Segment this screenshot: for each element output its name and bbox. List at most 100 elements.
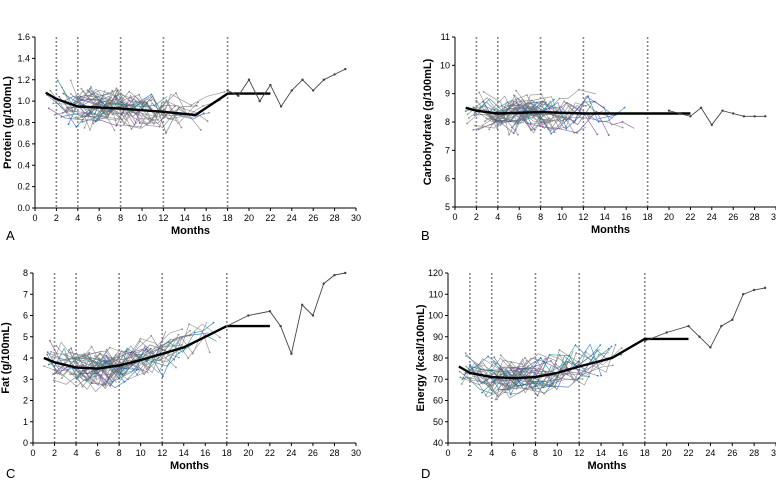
individual-point (561, 373, 564, 376)
individual-point (585, 351, 587, 353)
individual-point (145, 360, 148, 363)
individual-point (75, 116, 77, 119)
individual-point (57, 365, 60, 367)
mean-trend-line (458, 337, 689, 380)
individual-trace (43, 365, 117, 387)
individual-point (49, 339, 51, 342)
mean-trend-line (45, 91, 271, 117)
individual-point (460, 383, 463, 385)
panel-letter: B (421, 228, 430, 243)
chart-panel-d: 0246810121416182022242628304050607080901… (415, 268, 776, 481)
individual-trace (478, 92, 604, 131)
x-tick-label: 6 (517, 212, 522, 222)
individual-point (212, 321, 215, 324)
individual-point (494, 398, 497, 401)
panel-letter: C (6, 466, 15, 481)
individual-trace (81, 94, 163, 126)
individual-trace (483, 91, 565, 136)
individual-point (69, 373, 72, 376)
individual-point (134, 354, 136, 356)
individual-point (69, 79, 72, 82)
individual-point (175, 92, 177, 94)
individual-point (141, 370, 144, 373)
x-tick-label: 28 (749, 448, 759, 458)
long-follow-up-point (720, 324, 723, 328)
individual-point (522, 383, 524, 385)
individual-point (88, 371, 90, 374)
individual-point (564, 373, 567, 375)
individual-point (81, 385, 84, 388)
individual-point (80, 87, 83, 90)
individual-point (494, 118, 496, 121)
individual-point (555, 360, 558, 362)
x-tick-label: 10 (136, 448, 146, 458)
individual-point (51, 355, 54, 358)
x-tick-label: 10 (557, 212, 567, 222)
y-tick-label: 80 (433, 353, 443, 363)
individual-point (164, 349, 167, 352)
individual-point (596, 133, 599, 136)
x-tick-label: 22 (685, 212, 695, 222)
x-tick-label: 4 (489, 448, 494, 458)
individual-point (608, 347, 610, 350)
long-follow-up-point (322, 282, 325, 285)
individual-point (515, 89, 517, 92)
individual-trace (49, 94, 93, 128)
individual-point (499, 366, 502, 368)
x-tick-label: 28 (750, 212, 760, 222)
individual-point (54, 372, 57, 374)
individual-point (115, 87, 118, 90)
individual-trace (517, 95, 616, 135)
y-tick-label: 0.2 (17, 182, 30, 192)
individual-point (487, 355, 489, 358)
x-tick-label: 12 (158, 213, 168, 223)
long-follow-up-point (225, 324, 228, 328)
x-tick-label: 20 (244, 213, 254, 223)
individual-point (158, 125, 161, 128)
individual-point (575, 352, 578, 354)
individual-point (517, 133, 519, 136)
individual-point (138, 353, 141, 356)
x-tick-label: 20 (662, 448, 672, 458)
y-tick-label: 8 (445, 117, 450, 127)
individual-point (574, 344, 577, 346)
individual-point (114, 119, 117, 122)
individual-point (517, 367, 520, 369)
long-follow-up-point (312, 89, 315, 92)
individual-point (458, 370, 461, 373)
x-tick-label: 22 (684, 448, 694, 458)
individual-point (581, 373, 584, 376)
long-follow-up-point (333, 73, 336, 76)
individual-point (197, 101, 199, 104)
individual-point (47, 363, 50, 366)
individual-point (508, 373, 511, 376)
individual-point (161, 375, 164, 378)
individual-point (50, 350, 52, 353)
individual-point (488, 383, 491, 386)
x-tick-label: 24 (705, 448, 715, 458)
x-tick-label: 0 (445, 448, 450, 458)
individual-point (621, 126, 624, 129)
individual-point (484, 120, 486, 123)
individual-point (88, 351, 91, 354)
individual-point (77, 356, 80, 359)
individual-point (47, 107, 50, 110)
individual-point (145, 368, 148, 371)
individual-point (106, 355, 108, 358)
individual-point (104, 361, 106, 364)
individual-point (123, 380, 126, 383)
individual-point (490, 392, 493, 395)
individual-point (46, 351, 49, 354)
long-follow-up-point (710, 123, 713, 127)
long-follow-up-point (344, 271, 347, 275)
individual-point (469, 363, 471, 366)
individual-point (494, 373, 497, 376)
long-follow-up-point (279, 105, 283, 108)
y-tick-label: 6 (445, 174, 450, 184)
individual-point (530, 378, 532, 381)
individual-point (507, 105, 510, 107)
individual-point (540, 103, 543, 106)
x-tick-label: 30 (771, 448, 776, 458)
individual-point (539, 118, 542, 120)
individual-point (223, 91, 226, 93)
